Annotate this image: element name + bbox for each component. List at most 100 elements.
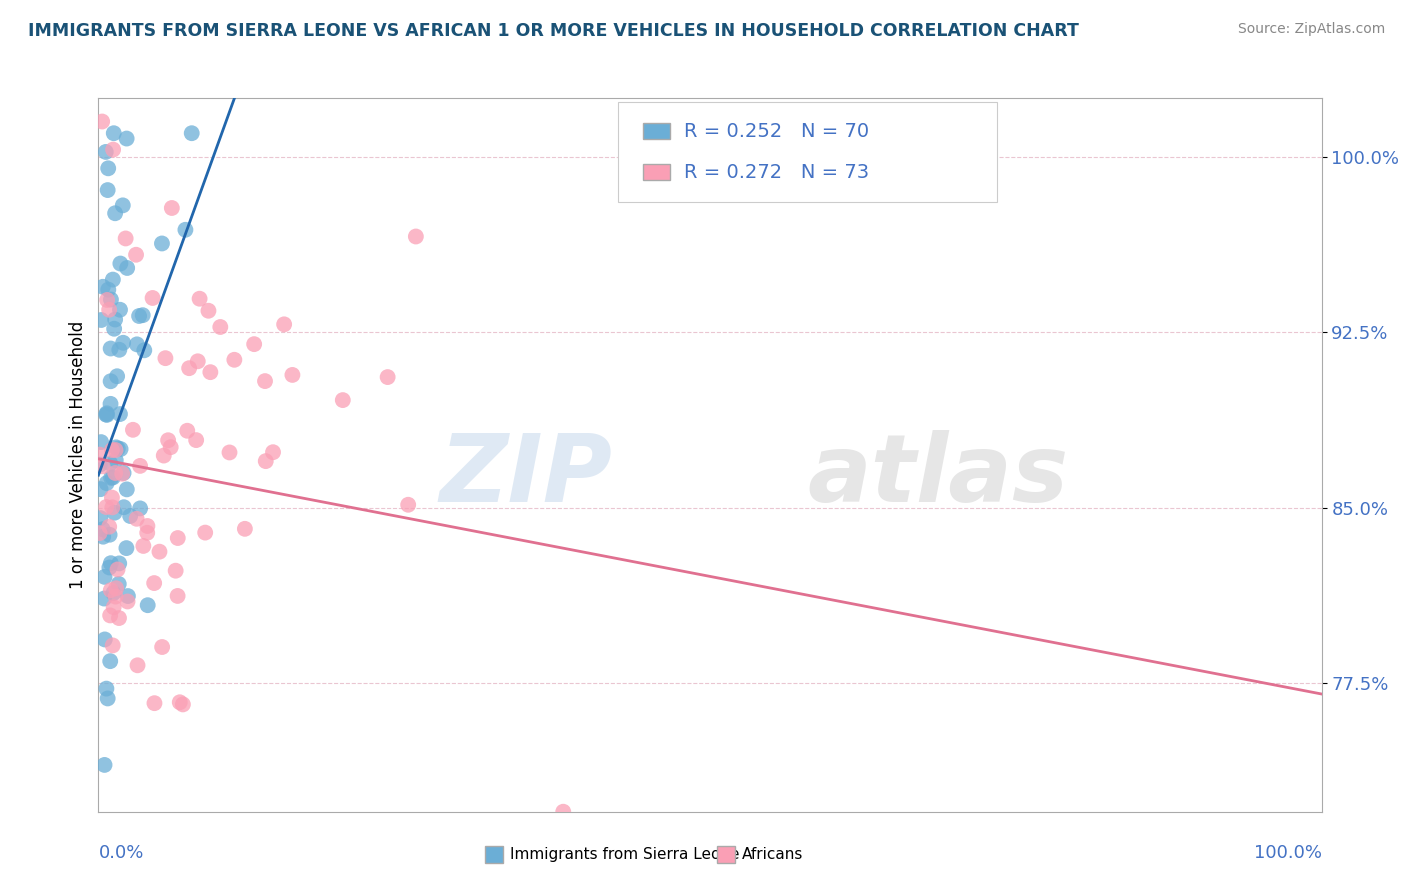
Text: ZIP: ZIP [439,430,612,523]
Point [396,498,419,512]
Point [127,658,149,673]
Point [169,695,191,709]
Point [254,454,277,468]
Point [94,408,117,422]
Point [253,374,276,388]
Point [96,681,118,696]
Point [89,511,111,525]
Point [97,283,120,297]
Point [100,583,122,598]
Point [101,470,124,484]
Point [103,600,125,615]
Point [103,126,125,140]
Point [104,590,127,604]
Point [105,440,128,454]
Point [91,530,114,544]
Text: R = 0.272   N = 73: R = 0.272 N = 73 [685,162,869,182]
Point [101,143,124,157]
Point [98,457,121,471]
Text: atlas: atlas [808,430,1069,523]
Text: R = 0.252   N = 70: R = 0.252 N = 70 [685,121,869,141]
Point [108,557,131,571]
Point [174,223,197,237]
Point [125,337,148,351]
Point [136,598,159,612]
Point [89,526,111,541]
Text: Source: ZipAtlas.com: Source: ZipAtlas.com [1237,22,1385,37]
Point [218,445,240,459]
Point [97,161,120,176]
Point [112,466,135,480]
Point [332,393,354,408]
Point [96,293,118,307]
Point [149,818,172,832]
Text: 100.0%: 100.0% [1254,844,1322,862]
Point [91,459,114,474]
Point [91,280,114,294]
Point [166,589,188,603]
Point [103,586,125,600]
Point [107,442,129,456]
Point [120,508,142,523]
Point [111,467,134,481]
Point [100,397,122,411]
Point [194,525,217,540]
Point [101,500,124,515]
Point [101,639,124,653]
Point [186,433,208,447]
Text: Africans: Africans [742,847,804,862]
Point [114,231,136,245]
Point [93,591,115,606]
Point [98,519,121,533]
Point [96,500,118,514]
Point [94,145,117,159]
Point [100,293,122,307]
Point [111,198,134,212]
Point [110,442,132,456]
Point [104,453,127,467]
Point [104,206,127,220]
Point [166,531,188,545]
Point [129,458,152,473]
FancyBboxPatch shape [643,164,669,180]
Point [197,303,219,318]
Point [93,570,115,584]
Point [96,406,118,420]
Point [209,320,232,334]
Point [143,696,166,710]
Point [262,445,284,459]
Point [157,434,180,448]
Point [105,369,128,384]
Point [125,512,148,526]
Point [176,424,198,438]
FancyBboxPatch shape [619,102,997,202]
Point [143,576,166,591]
Point [281,368,304,382]
FancyBboxPatch shape [643,123,669,139]
Point [188,292,211,306]
Point [273,318,295,332]
Point [110,256,132,270]
Point [98,527,121,541]
Point [89,448,111,462]
Point [115,260,138,275]
Point [155,351,177,366]
Point [735,816,758,830]
Point [179,361,201,376]
Point [108,343,131,357]
Point [91,522,114,536]
Point [377,370,399,384]
Point [100,342,122,356]
Point [100,471,122,485]
Point [91,114,114,128]
Point [90,313,112,327]
Point [160,201,183,215]
Point [98,302,121,317]
Point [101,272,124,286]
Point [142,291,165,305]
Point [93,758,115,772]
Point [128,309,150,323]
Point [136,525,159,540]
Point [187,354,209,368]
Point [105,582,128,596]
